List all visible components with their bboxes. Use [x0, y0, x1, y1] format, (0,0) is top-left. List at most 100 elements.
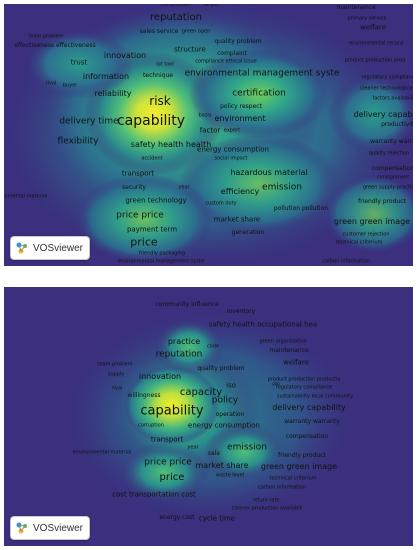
- keyword-label[interactable]: environmental record: [349, 40, 403, 47]
- keyword-label[interactable]: energy consumption: [197, 145, 269, 154]
- keyword-label[interactable]: cleaner technological: [360, 85, 413, 92]
- keyword-label[interactable]: nmental material: [4, 193, 48, 200]
- keyword-label[interactable]: information: [82, 72, 130, 81]
- keyword-label[interactable]: transport: [121, 169, 155, 178]
- keyword-label[interactable]: welfare: [360, 23, 386, 32]
- keyword-label[interactable]: accident: [141, 155, 163, 162]
- keyword-label[interactable]: productivity: [381, 121, 413, 128]
- keyword-label[interactable]: primary service: [347, 15, 387, 22]
- keyword-label[interactable]: expert: [223, 127, 241, 134]
- keyword-label[interactable]: technical criterium: [335, 239, 383, 246]
- keyword-label[interactable]: cleaner production availabili: [231, 505, 303, 512]
- keyword-label[interactable]: team problem: [97, 361, 133, 368]
- keyword-label[interactable]: energy cost: [159, 514, 195, 521]
- keyword-label[interactable]: product production prod: [344, 57, 406, 64]
- keyword-label[interactable]: gap: [272, 381, 280, 386]
- keyword-label[interactable]: social impact: [214, 155, 248, 162]
- keyword-label[interactable]: green open: [181, 28, 211, 35]
- keyword-label[interactable]: innovation: [138, 372, 182, 381]
- keyword-label[interactable]: iot tool: [156, 61, 174, 68]
- keyword-label[interactable]: effectiveness effectiveness: [14, 42, 96, 49]
- keyword-label[interactable]: capacity: [179, 387, 223, 398]
- keyword-label[interactable]: delivery time: [59, 116, 119, 127]
- keyword-label[interactable]: payment term: [126, 225, 178, 234]
- keyword-label[interactable]: transport: [150, 435, 184, 444]
- keyword-label[interactable]: quality problem: [214, 38, 262, 45]
- keyword-label[interactable]: willingness: [127, 392, 161, 399]
- keyword-label[interactable]: compensation: [371, 165, 413, 172]
- keyword-label[interactable]: friendly product: [358, 198, 406, 205]
- keyword-label[interactable]: factors availabilit: [372, 95, 413, 102]
- vosviewer-badge-bottom[interactable]: VOSviewer: [10, 516, 91, 540]
- keyword-label[interactable]: emission: [227, 442, 267, 453]
- keyword-label[interactable]: cycle time: [198, 514, 236, 523]
- keyword-label[interactable]: maintenance: [269, 347, 309, 354]
- keyword-label[interactable]: sustainability local community: [276, 393, 354, 400]
- keyword-label[interactable]: green supply practice: [362, 184, 413, 191]
- keyword-label[interactable]: carbon information: [322, 258, 370, 265]
- keyword-label[interactable]: generation: [231, 229, 265, 236]
- keyword-label[interactable]: technical criterium: [269, 475, 317, 482]
- keyword-label[interactable]: factor: [199, 126, 221, 135]
- keyword-label[interactable]: warranty warra: [370, 138, 413, 145]
- keyword-label[interactable]: maintenance: [336, 4, 376, 11]
- keyword-label[interactable]: friendly product: [278, 452, 326, 459]
- keyword-label[interactable]: energy consumption: [188, 421, 260, 430]
- keyword-label[interactable]: inventory: [226, 308, 256, 315]
- keyword-label[interactable]: corruption: [138, 422, 164, 429]
- keyword-label[interactable]: green organization: [259, 338, 307, 345]
- keyword-label[interactable]: market share: [195, 461, 249, 470]
- keyword-label[interactable]: sales service: [139, 28, 179, 35]
- keyword-label[interactable]: technique: [143, 72, 173, 79]
- keyword-label[interactable]: policy respect: [220, 103, 262, 110]
- keyword-label[interactable]: delivery capability: [272, 403, 346, 412]
- density-map-bottom[interactable]: community influence inventory safety healt…: [4, 287, 413, 546]
- keyword-label[interactable]: risk: [149, 94, 171, 108]
- keyword-label[interactable]: reputation: [150, 12, 202, 23]
- keyword-label[interactable]: welfare: [283, 358, 309, 367]
- keyword-label[interactable]: reliability: [94, 89, 132, 98]
- keyword-label[interactable]: market share: [213, 215, 261, 224]
- keyword-label[interactable]: pollution pollution: [273, 205, 329, 212]
- keyword-label[interactable]: trust: [70, 58, 88, 67]
- keyword-label[interactable]: safety health health: [130, 140, 212, 149]
- keyword-label[interactable]: price: [159, 472, 185, 483]
- keyword-label[interactable]: green green image: [260, 462, 338, 471]
- keyword-label[interactable]: environment: [214, 114, 266, 123]
- keyword-label[interactable]: rival: [111, 385, 123, 392]
- keyword-label[interactable]: capability: [116, 113, 186, 129]
- keyword-label[interactable]: year: [187, 444, 199, 451]
- keyword-label[interactable]: price price: [144, 457, 192, 468]
- keyword-label[interactable]: environmental management syste: [117, 258, 205, 265]
- keyword-label[interactable]: efficiency: [220, 187, 260, 196]
- keyword-label[interactable]: basis: [198, 112, 212, 119]
- keyword-label[interactable]: certification: [232, 88, 286, 99]
- keyword-label[interactable]: operation: [215, 411, 245, 418]
- keyword-label[interactable]: waste level: [215, 472, 245, 479]
- keyword-label[interactable]: code: [206, 343, 220, 350]
- keyword-label[interactable]: green green image: [333, 217, 411, 226]
- keyword-label[interactable]: rival: [45, 80, 57, 87]
- keyword-label[interactable]: quality problem: [197, 365, 245, 372]
- keyword-label[interactable]: emission: [262, 182, 302, 193]
- keyword-label[interactable]: structure: [174, 45, 206, 54]
- keyword-label[interactable]: environmental management syste: [184, 68, 340, 79]
- keyword-label[interactable]: price price: [116, 210, 164, 221]
- keyword-label[interactable]: compensation: [285, 433, 329, 440]
- keyword-label[interactable]: safety health occupational hea: [208, 320, 318, 329]
- density-map-top[interactable]: reputation sales service green open quality…: [4, 4, 413, 266]
- keyword-label[interactable]: consignment: [376, 174, 410, 181]
- keyword-label[interactable]: community influence: [155, 301, 219, 308]
- keyword-label[interactable]: regulatory compliance: [275, 384, 333, 391]
- keyword-label[interactable]: hazardous material: [230, 168, 308, 177]
- keyword-label[interactable]: delivery capab: [353, 110, 413, 119]
- keyword-label[interactable]: year: [178, 184, 190, 191]
- keyword-label[interactable]: return rate: [252, 497, 280, 504]
- keyword-label[interactable]: friendly packaging: [138, 250, 186, 257]
- keyword-label[interactable]: green technology: [125, 196, 187, 205]
- vosviewer-badge-top[interactable]: VOSviewer: [10, 236, 91, 260]
- keyword-label[interactable]: compliance ethical issue: [195, 58, 257, 65]
- keyword-label[interactable]: security: [122, 184, 146, 191]
- keyword-label[interactable]: environmental material: [72, 449, 132, 456]
- keyword-label[interactable]: practice: [167, 337, 201, 346]
